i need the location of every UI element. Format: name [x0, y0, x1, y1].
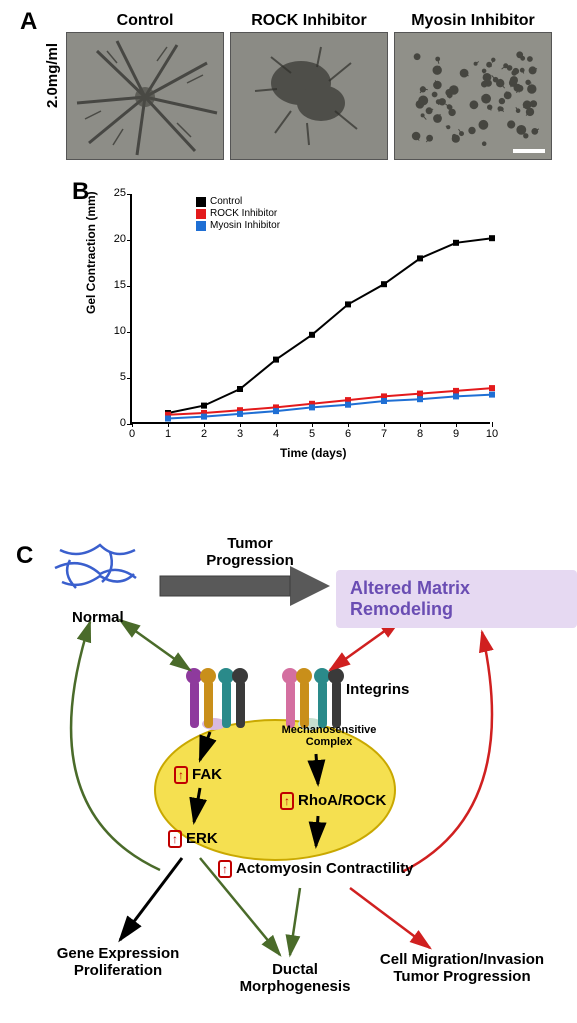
xtick-label: 1	[165, 428, 171, 440]
micrograph-myosin: Myosin Inhibitor	[394, 12, 552, 160]
arrow-erk-gene	[120, 858, 182, 940]
xtick-label: 6	[345, 428, 351, 440]
tumor-progression-arrow-icon	[160, 566, 330, 606]
xtick-label: 10	[486, 428, 498, 440]
micrograph-image	[230, 32, 388, 160]
ytick-label: 15	[102, 279, 126, 291]
legend-item: Control	[196, 196, 280, 207]
arrow-acto-ductal	[290, 888, 300, 955]
panel-b: B Gel Contraction (mm) Time (days) 05101…	[80, 184, 510, 464]
ductal-text: Ductal Morphogenesis	[230, 962, 360, 995]
scale-bar	[513, 149, 545, 153]
xtick-label: 9	[453, 428, 459, 440]
normal-text: Normal	[72, 610, 124, 627]
legend-item: ROCK Inhibitor	[196, 208, 280, 219]
panel-a-label: A	[20, 8, 37, 36]
micrograph-title: Control	[66, 12, 224, 30]
erk-text: ↑ERK	[168, 830, 218, 848]
xtick-label: 2	[201, 428, 207, 440]
ytick-label: 25	[102, 187, 126, 199]
panel-c: C	[0, 520, 577, 1018]
normal-fibers-icon	[55, 545, 136, 588]
ytick-label: 10	[102, 325, 126, 337]
arrow-acto-migration	[350, 888, 430, 948]
micrograph-title: ROCK Inhibitor	[230, 12, 388, 30]
micrograph-title: Myosin Inhibitor	[394, 12, 552, 30]
arrow-rho-acto	[316, 816, 318, 846]
ytick-label: 5	[102, 371, 126, 383]
legend-item: Myosin Inhibitor	[196, 220, 280, 231]
xtick-label: 8	[417, 428, 423, 440]
rho-text: ↑RhoA/ROCK	[280, 792, 386, 810]
diagram: Tumor Progression Normal Altered Matrix …	[0, 520, 577, 1018]
xtick-label: 4	[273, 428, 279, 440]
chart-svg	[132, 194, 490, 422]
tumor-progression-text: Tumor Progression	[180, 536, 320, 569]
micrograph-rock: ROCK Inhibitor	[230, 12, 388, 160]
gene-expr-text: Gene Expression Proliferation	[38, 946, 198, 979]
arrow-acto-normal	[71, 622, 160, 870]
chart-legend: ControlROCK InhibitorMyosin Inhibitor	[196, 196, 280, 232]
xtick-label: 7	[381, 428, 387, 440]
ytick-label: 0	[102, 417, 126, 429]
xtick-label: 0	[129, 428, 135, 440]
micrograph-image	[66, 32, 224, 160]
integrins-text: Integrins	[346, 682, 409, 699]
mech-complex-text: Mechanosensitive Complex	[274, 724, 384, 748]
micrograph-image	[394, 32, 552, 160]
micrograph-row: Control ROCK Inhibito	[66, 12, 552, 160]
acto-text: ↑Actomyosin Contractility	[218, 860, 414, 878]
chart-ylabel: Gel Contraction (mm)	[84, 191, 98, 314]
micrograph-control: Control	[66, 12, 224, 160]
arrow-acto-altered	[402, 632, 492, 872]
cell-mig-text: Cell Migration/Invasion Tumor Progressio…	[362, 952, 562, 985]
altered-remodeling-box: Altered Matrix Remodeling	[336, 570, 577, 628]
xtick-label: 5	[309, 428, 315, 440]
xtick-label: 3	[237, 428, 243, 440]
arrow-to-rho	[316, 754, 318, 784]
arrow-normal-integrins	[120, 620, 190, 670]
panel-a-side-label: 2.0mg/ml	[44, 43, 61, 108]
chart-area: 0510152025012345678910	[130, 194, 490, 424]
ytick-label: 20	[102, 233, 126, 245]
chart-xlabel: Time (days)	[280, 446, 346, 460]
fak-text: ↑FAK	[174, 766, 222, 784]
